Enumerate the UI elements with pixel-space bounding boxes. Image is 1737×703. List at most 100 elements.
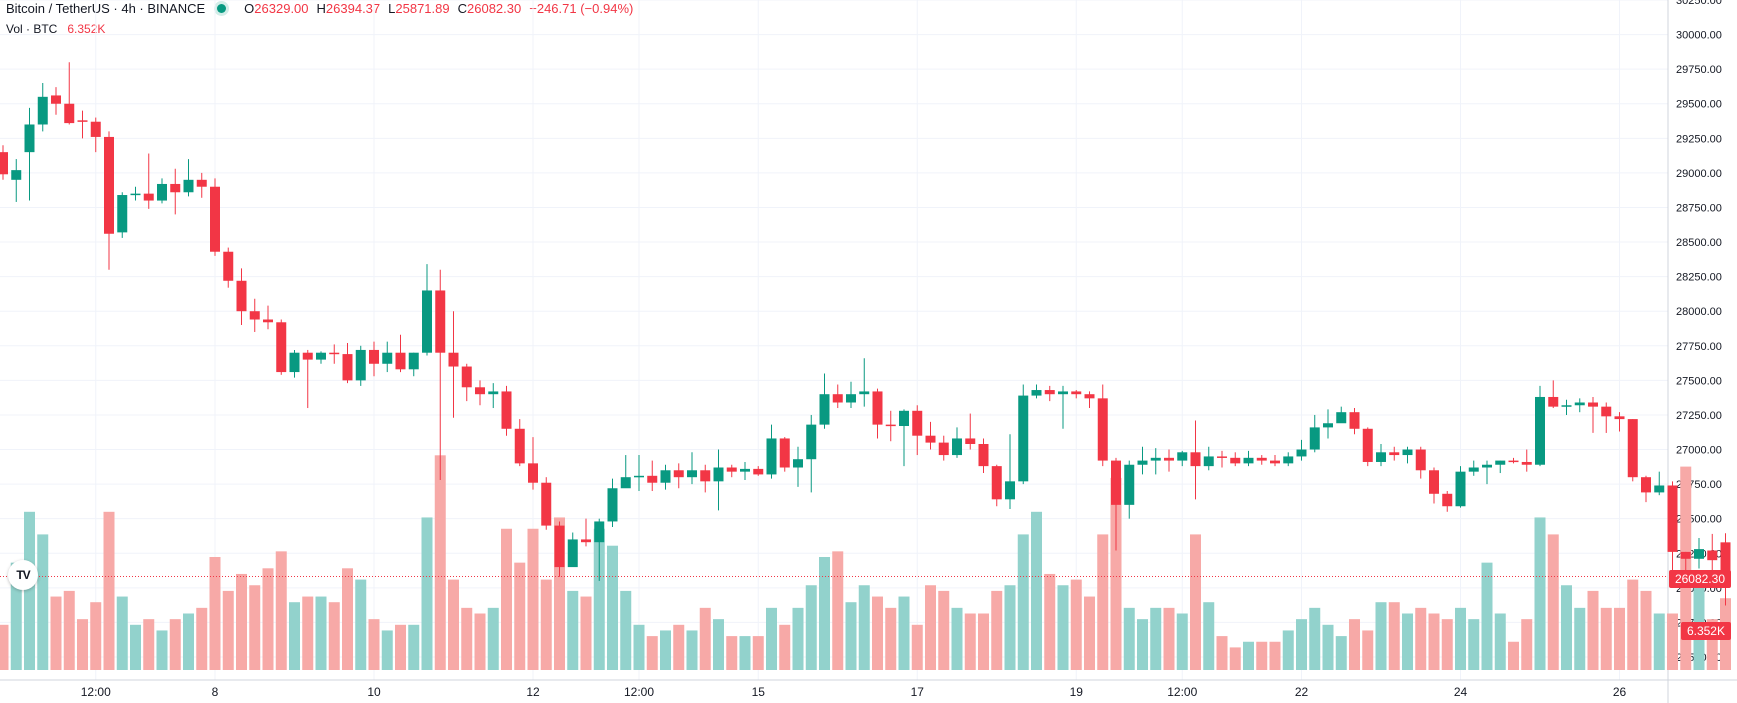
last-price-tag: 26082.30 — [1668, 570, 1731, 588]
candle-body — [342, 354, 353, 381]
candle-body — [1601, 406, 1612, 417]
y-tick-label: 27000.00 — [1676, 445, 1722, 457]
y-tick-label: 29500.00 — [1676, 99, 1722, 111]
candle-body — [1574, 402, 1585, 406]
volume-bar — [1375, 602, 1387, 670]
candle-body — [899, 410, 909, 427]
volume-bar — [1017, 534, 1029, 670]
candle-body — [846, 394, 856, 403]
candle-body — [806, 424, 817, 460]
candle-body — [713, 467, 724, 482]
volume-bar — [1176, 613, 1188, 670]
candle-body — [1508, 460, 1519, 463]
candle-body — [793, 459, 803, 468]
volume-bar — [249, 585, 261, 670]
candle-body — [1097, 398, 1108, 461]
candle-body — [64, 103, 75, 124]
volume-bar — [1110, 477, 1122, 670]
volume-bar — [1468, 619, 1480, 670]
volume-bar — [1481, 562, 1493, 670]
volume-bar — [1362, 630, 1374, 670]
symbol-legend: Bitcoin / TetherUS · 4h · BINANCE O 26329… — [6, 0, 633, 16]
candle-body — [1627, 419, 1638, 478]
candle-body — [607, 488, 618, 522]
x-tick-label: 15 — [752, 685, 766, 699]
candle-body — [1362, 428, 1373, 462]
x-tick-label: 12:00 — [624, 685, 654, 699]
volume-bar — [1070, 579, 1082, 670]
candle-body — [660, 470, 671, 483]
candle-body — [779, 438, 790, 468]
candle-body — [687, 470, 697, 478]
candle-body — [1203, 456, 1214, 467]
candle-body — [938, 442, 949, 456]
y-tick-label: 27250.00 — [1676, 410, 1722, 422]
volume-bar — [275, 551, 287, 670]
candle-body — [1561, 405, 1572, 407]
candle-body — [1058, 391, 1068, 395]
volume-bar — [143, 619, 155, 670]
candle-body — [1164, 457, 1174, 461]
volume-bar — [1402, 613, 1413, 670]
candle-body — [130, 193, 141, 196]
candle-body — [1654, 485, 1665, 493]
volume-bar — [540, 579, 552, 670]
volume-bar — [1415, 607, 1427, 670]
candle-body — [408, 352, 419, 370]
y-tick-label: 27750.00 — [1676, 341, 1722, 353]
candle-body — [1455, 471, 1466, 507]
volume-bar — [196, 607, 208, 670]
candle-body — [1044, 390, 1055, 395]
candle-body — [1283, 456, 1294, 464]
candle-body — [991, 466, 1002, 500]
tradingview-logo-icon[interactable]: TV — [8, 560, 38, 590]
candle-body — [488, 391, 499, 395]
volume-bar — [1309, 607, 1321, 670]
candle-body — [316, 352, 326, 360]
volume-bar — [24, 511, 35, 670]
volume-bar — [1256, 641, 1268, 670]
volume-bar — [487, 607, 499, 670]
volume-bar — [951, 607, 963, 670]
symbol-title[interactable]: Bitcoin / TetherUS · 4h · BINANCE — [6, 0, 206, 16]
candle-body — [104, 136, 114, 234]
candle-body — [501, 391, 512, 429]
candle-body — [1177, 452, 1188, 461]
volume-bar — [858, 585, 870, 670]
volume-bar — [1640, 590, 1652, 670]
volume-bar — [474, 613, 486, 670]
y-tick-label: 28000.00 — [1676, 306, 1722, 318]
y-tick-label: 29000.00 — [1676, 168, 1722, 180]
x-tick-label: 8 — [212, 685, 219, 699]
volume-bar — [1441, 619, 1453, 670]
volume-bar — [501, 528, 512, 670]
ohlc-close-value: 26082.30 — [467, 0, 522, 16]
x-tick-label: 10 — [367, 685, 381, 699]
volume-bar — [1521, 619, 1533, 670]
volume-bar — [964, 613, 976, 670]
volume-bar — [315, 596, 327, 670]
candle-body — [1667, 485, 1678, 552]
volume-bar — [752, 636, 764, 670]
volume-legend-label[interactable]: Vol · BTC — [6, 22, 58, 36]
candle-body — [183, 179, 194, 193]
candle-body — [514, 428, 525, 464]
volume-bar — [872, 596, 883, 670]
candle-body — [1521, 461, 1532, 465]
volume-bar — [1322, 624, 1334, 670]
candle-body — [329, 352, 340, 355]
market-status-icon[interactable] — [217, 3, 227, 13]
candle-body — [554, 525, 565, 568]
volume-bar — [527, 528, 539, 670]
candle-body — [740, 468, 750, 472]
candle-body — [37, 96, 48, 125]
candle-body — [1707, 550, 1718, 561]
volume-bar — [1084, 596, 1095, 670]
candle-body — [1482, 464, 1492, 468]
ohlc-high-label: H — [316, 0, 326, 16]
candle-body — [170, 183, 181, 193]
ohlc-open-label: O — [244, 0, 255, 16]
candle-body — [1150, 457, 1161, 461]
volume-bar — [1653, 613, 1665, 670]
